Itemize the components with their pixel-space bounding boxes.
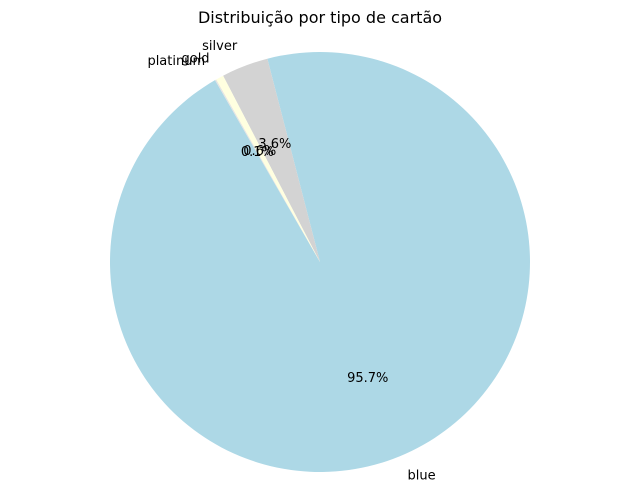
slice-label-blue: blue — [408, 468, 436, 483]
slice-label-platinum: platinum — [147, 54, 205, 69]
slice-pct-platinum: 0.1% — [241, 145, 274, 160]
pie-slice-silver — [223, 58, 320, 262]
pie-slice-gold — [216, 75, 320, 263]
pie-labels: blue 95.7% silver 3.6% gold 0.6% platinum 0.1% — [147, 39, 435, 483]
pie-slices — [109, 51, 530, 473]
slice-label-silver: silver — [202, 39, 238, 54]
pie-slice-platinum — [215, 79, 320, 263]
slice-pct-blue: 95.7% — [347, 371, 388, 386]
slice-pct-silver: 3.6% — [258, 137, 291, 152]
slice-pct-gold: 0.6% — [243, 144, 276, 159]
chart-title: Distribuição por tipo de cartão — [198, 8, 442, 27]
slice-label-gold: gold — [181, 52, 209, 67]
